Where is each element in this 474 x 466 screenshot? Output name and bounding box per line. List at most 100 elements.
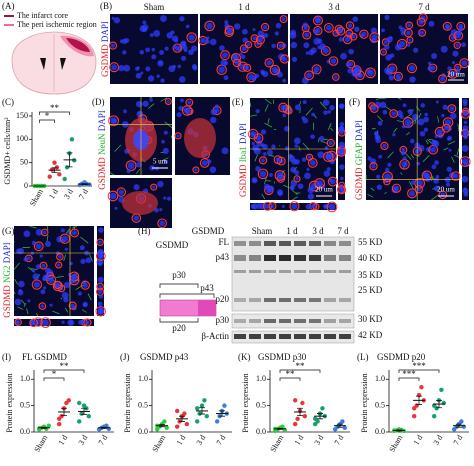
micrograph-fiber — [422, 155, 430, 162]
micrograph-nucleus — [55, 283, 60, 288]
x-tick-label: 1 d — [57, 433, 70, 446]
micrograph-nucleus — [234, 23, 241, 30]
micrograph-cell — [336, 26, 346, 36]
micrograph-cell — [365, 67, 376, 79]
micrograph-nucleus — [340, 176, 344, 181]
micrograph-nucleus — [316, 180, 324, 187]
micrograph-nucleus — [246, 42, 251, 47]
protein-domain — [198, 300, 216, 316]
fragment-label: p20 — [172, 323, 186, 333]
micrograph-fiber — [283, 184, 290, 189]
micrograph-nucleus — [307, 193, 315, 200]
micrograph-nucleus — [282, 78, 287, 83]
data-point — [66, 398, 72, 403]
micrograph-nucleus — [339, 125, 344, 131]
micrograph-cell — [108, 115, 120, 127]
micrograph-nucleus — [159, 220, 166, 227]
micrograph-nucleus — [109, 192, 117, 200]
band — [234, 270, 246, 273]
data-point — [77, 419, 82, 424]
micrograph-cell — [406, 36, 414, 44]
band-p20 — [324, 298, 336, 302]
micrograph-fiber — [17, 306, 24, 310]
micrograph-nucleus — [172, 64, 176, 69]
micrograph-nucleus — [135, 100, 143, 108]
error-bar — [436, 399, 442, 409]
micrograph-nucleus — [367, 156, 372, 161]
micrograph-fiber — [56, 275, 64, 278]
stain-word: NG2 — [2, 266, 12, 284]
band-p30 — [264, 319, 276, 323]
micrograph-cell — [33, 241, 44, 252]
y-tick-label: 0.0 — [375, 427, 385, 436]
band-p43 — [279, 255, 291, 261]
micrograph-nucleus — [97, 301, 103, 307]
micrograph-cell — [220, 50, 230, 61]
micrograph-nucleus — [381, 28, 385, 33]
micrograph-fiber — [21, 299, 26, 305]
micrograph-nucleus — [242, 37, 248, 43]
micrograph-nucleus — [452, 173, 459, 179]
micrograph-nucleus — [267, 185, 275, 193]
band-p20 — [294, 298, 306, 302]
micrograph-nucleus — [303, 42, 310, 49]
micrograph-nucleus — [274, 31, 279, 36]
stain-word: GFAP — [354, 143, 364, 165]
band-p20 — [264, 298, 276, 302]
micrograph-nucleus — [295, 104, 302, 111]
micrograph-nucleus — [122, 50, 127, 55]
micrograph-nucleus — [85, 320, 90, 325]
micrograph-nucleus — [61, 235, 69, 242]
micrograph-nucleus — [18, 280, 25, 288]
micrograph-nucleus — [458, 23, 464, 29]
y-tick-label: 100 — [16, 134, 28, 143]
micrograph-nucleus — [384, 44, 390, 50]
micrograph-nucleus — [307, 186, 315, 194]
band-fl — [324, 241, 336, 246]
ventricles — [40, 58, 66, 70]
micrograph-fiber — [410, 154, 415, 159]
error-bar — [416, 395, 422, 405]
x-tick-label: 7 d — [452, 433, 465, 446]
micrograph-nucleus — [344, 36, 351, 43]
significance-label: * — [52, 369, 57, 379]
significance-label: ** — [296, 361, 306, 371]
panel-label: (H) — [138, 226, 151, 236]
significance-label: *** — [402, 369, 416, 379]
micrograph-nucleus — [322, 99, 330, 106]
micrograph-nucleus — [427, 61, 432, 66]
micrograph-cell — [451, 171, 461, 181]
micrograph-nucleus — [111, 64, 118, 71]
micrograph-fiber — [264, 98, 272, 105]
data-point — [202, 398, 207, 403]
micrograph-cell — [55, 261, 63, 269]
micrograph-cell — [164, 97, 172, 105]
micrograph-cell — [326, 201, 338, 213]
y-tick-label: 1.0 — [20, 374, 30, 383]
fragment-bracket — [159, 283, 199, 288]
micrograph-fiber — [171, 135, 173, 139]
micrograph-nucleus — [431, 164, 437, 170]
micrograph-nucleus — [302, 22, 309, 28]
data-point — [79, 411, 84, 416]
y-tick-label: 1.0 — [256, 374, 266, 383]
micrograph-nucleus — [374, 131, 379, 136]
micrograph-nucleus — [260, 129, 267, 135]
band-label: p20 — [216, 294, 230, 304]
micrograph-nucleus — [339, 148, 345, 154]
micrograph-cell — [327, 176, 338, 187]
band — [324, 270, 336, 273]
micrograph-nucleus — [388, 75, 395, 81]
micrograph-nucleus — [205, 39, 210, 44]
micrograph-nucleus — [255, 166, 261, 172]
micrograph-nucleus — [224, 23, 230, 29]
micrograph-nucleus — [309, 159, 316, 166]
data-point — [204, 413, 209, 419]
micrograph-cell — [186, 32, 197, 43]
micrograph-nucleus — [348, 48, 354, 55]
blot — [231, 313, 355, 329]
micrograph-nucleus — [396, 110, 403, 117]
micrograph-nucleus — [354, 26, 360, 32]
micrograph-nucleus — [462, 129, 469, 136]
micrograph-nucleus — [16, 320, 20, 324]
